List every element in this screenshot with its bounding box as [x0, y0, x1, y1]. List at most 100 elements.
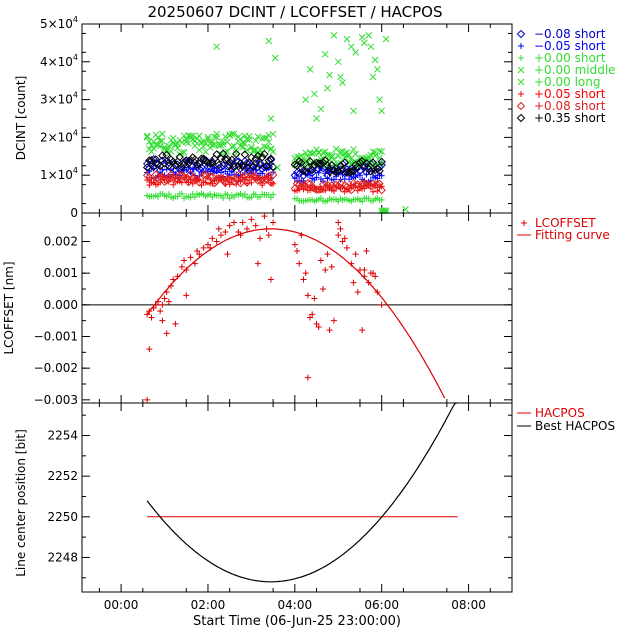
dcint-legend: −0.08 short−0.05 short+0.00 short+0.00 m… — [516, 27, 616, 125]
data-point — [226, 222, 233, 229]
data-point — [339, 147, 346, 155]
lcoffset-panel: −0.003 −0.002 −0.001 0.000 0.001 0.002 — [34, 212, 513, 407]
legend-marker — [518, 91, 524, 97]
data-point — [314, 185, 323, 194]
data-point — [187, 254, 194, 261]
data-point — [228, 168, 235, 175]
data-point — [180, 148, 188, 156]
legend-label: +0.00 middle — [534, 63, 616, 77]
data-point — [184, 159, 193, 168]
data-point — [208, 141, 216, 149]
data-point — [352, 251, 359, 258]
data-point — [270, 191, 277, 198]
y-tick-label: −0.001 — [34, 330, 78, 344]
data-point — [350, 145, 357, 153]
outlier-point — [267, 115, 275, 122]
data-point — [217, 141, 225, 149]
data-point — [200, 244, 207, 251]
data-point — [218, 149, 228, 158]
data-point — [363, 248, 370, 254]
outlier-point — [330, 31, 338, 39]
data-point — [162, 176, 171, 185]
data-point — [310, 184, 319, 193]
data-point — [213, 238, 220, 245]
outlier-point — [382, 35, 390, 43]
data-point — [345, 151, 353, 159]
data-point — [195, 132, 203, 140]
data-point — [366, 167, 376, 176]
data-point — [297, 163, 306, 172]
data-point — [221, 133, 229, 141]
legend-label: −0.05 short — [534, 39, 606, 53]
data-point — [217, 232, 224, 239]
data-point — [194, 248, 201, 254]
data-point — [177, 162, 187, 172]
data-point — [258, 153, 267, 162]
data-point — [245, 158, 254, 167]
outlier-point — [313, 115, 320, 122]
data-point — [219, 141, 227, 148]
legend-label: +0.35 short — [534, 111, 606, 125]
data-point — [254, 260, 261, 267]
data-point — [163, 330, 170, 337]
data-point — [304, 374, 311, 381]
data-point — [156, 137, 164, 145]
data-point — [292, 168, 302, 177]
outlier-point — [378, 107, 386, 115]
data-point — [231, 149, 241, 159]
data-point — [240, 171, 250, 180]
x-tick-label: 04:00 — [278, 598, 313, 612]
data-point — [244, 225, 251, 232]
data-point — [269, 148, 277, 155]
data-point — [378, 196, 385, 203]
data-point — [256, 146, 264, 153]
data-point — [178, 263, 185, 270]
data-point — [375, 163, 384, 172]
y-tick-label: 0.000 — [44, 298, 78, 312]
data-point — [343, 244, 350, 251]
data-point — [305, 179, 315, 188]
data-point — [253, 176, 263, 185]
outlier-point — [339, 79, 346, 86]
data-point — [171, 160, 180, 170]
data-point — [263, 143, 270, 151]
data-point — [239, 219, 246, 226]
data-point — [337, 225, 344, 232]
y-tick-label: 1×104 — [40, 166, 78, 182]
data-point — [198, 138, 205, 146]
outlier-point — [360, 39, 368, 47]
data-point — [249, 162, 258, 171]
data-point — [156, 142, 164, 150]
legend-marker — [518, 43, 524, 49]
data-point — [362, 159, 371, 168]
data-point — [255, 160, 265, 170]
legend-label: +0.00 short — [534, 51, 606, 65]
data-point — [261, 134, 268, 142]
data-point — [304, 292, 311, 299]
data-point — [314, 159, 323, 168]
data-point — [372, 273, 379, 280]
data-point — [172, 320, 179, 327]
data-point — [349, 167, 358, 176]
data-point — [260, 176, 269, 185]
data-point — [340, 181, 349, 190]
x-tick-label: 00:00 — [104, 598, 139, 612]
data-point — [303, 163, 313, 173]
y-tick-label: 2252 — [47, 469, 78, 483]
data-point — [227, 155, 237, 164]
data-point — [204, 136, 212, 143]
data-point — [245, 173, 254, 182]
data-point — [368, 158, 378, 167]
data-point — [248, 179, 255, 186]
data-point — [151, 170, 161, 179]
data-point — [315, 324, 322, 330]
chart-title: 20250607 DCINT / LCOFFSET / HACPOS — [147, 3, 442, 21]
data-point — [377, 157, 386, 167]
data-point — [199, 170, 208, 180]
data-point — [165, 142, 173, 150]
data-point — [253, 151, 263, 161]
data-point — [266, 178, 276, 187]
data-point — [324, 251, 331, 258]
data-point — [157, 308, 164, 315]
